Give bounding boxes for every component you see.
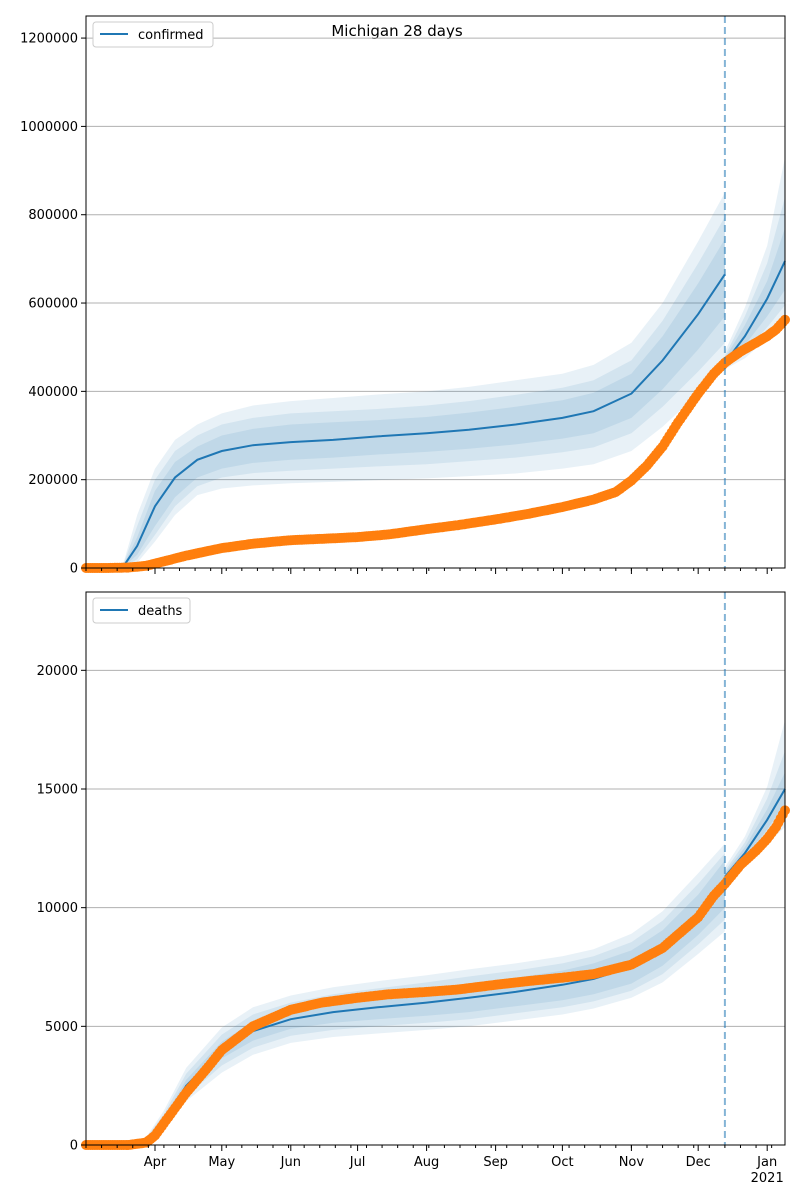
x-tick-label: Jun — [280, 1155, 301, 1170]
legend: deaths — [92, 597, 191, 624]
x-tick-label: Nov — [619, 1155, 645, 1170]
y-tick-label: 0 — [70, 1139, 78, 1154]
y-tick-label: 15000 — [37, 782, 78, 797]
legend: confirmed — [92, 21, 214, 48]
axes: 0 5000 10000 15000 20000 — [37, 591, 786, 1154]
model-band-inner — [86, 239, 725, 568]
legend-label-confirmed: confirmed — [138, 28, 204, 43]
legend-box — [92, 21, 214, 48]
forecast-band-inner — [724, 228, 785, 365]
deaths-panel: 0 5000 10000 15000 20000 Apr May Jun Jul Aug Sep O… — [37, 591, 790, 1186]
y-tick-label: 800000 — [28, 208, 78, 223]
y-tick-label: 200000 — [28, 473, 78, 488]
x-tick-sublabel: 2021 — [751, 1171, 784, 1186]
y-tick-label: 0 — [70, 562, 78, 577]
figure-title: Michigan 28 days — [331, 22, 462, 40]
confirmed-panel: 020000040000060000080000010000001200000 … — [20, 15, 790, 577]
y-tick-label: 20000 — [37, 664, 78, 679]
x-tick-label: Sep — [483, 1155, 508, 1170]
y-tick-label: 10000 — [37, 901, 78, 916]
y-tick-label: 1000000 — [20, 120, 78, 135]
y-tick-label: 5000 — [45, 1020, 78, 1035]
model-median-line — [86, 273, 726, 569]
model-band-outer — [86, 192, 725, 568]
forecast-median-line — [724, 260, 786, 364]
x-tick-label: Jul — [349, 1155, 366, 1170]
x-tick-label: Oct — [551, 1155, 573, 1170]
legend-box — [92, 597, 191, 624]
plot-frame — [85, 15, 786, 569]
forecast-band-outer — [724, 157, 785, 370]
plot-frame — [85, 591, 786, 1146]
legend-label-deaths: deaths — [138, 604, 183, 619]
y-tick-label: 600000 — [28, 297, 78, 312]
model-lines — [86, 260, 786, 569]
axes: 0 200000 400000 600000 800000 1000000 1200000 — [20, 15, 786, 577]
confidence-bands — [86, 157, 785, 568]
model-band-inner — [86, 860, 725, 1145]
x-tick-label: Jan — [756, 1155, 777, 1170]
x-tick-label: May — [208, 1155, 235, 1170]
x-tick-label: Apr — [144, 1155, 167, 1170]
y-tick-label: 400000 — [28, 385, 78, 400]
grid-lines — [86, 669, 785, 1027]
observed-points — [81, 805, 790, 1150]
x-tick-label: Dec — [686, 1155, 711, 1170]
x-tick-label: Aug — [414, 1155, 439, 1170]
y-tick-label: 1200000 — [20, 32, 78, 47]
grid-lines — [86, 37, 785, 481]
model-band-mid — [86, 216, 725, 568]
forecast-band-mid — [724, 197, 785, 368]
model-band-mid — [86, 853, 725, 1145]
